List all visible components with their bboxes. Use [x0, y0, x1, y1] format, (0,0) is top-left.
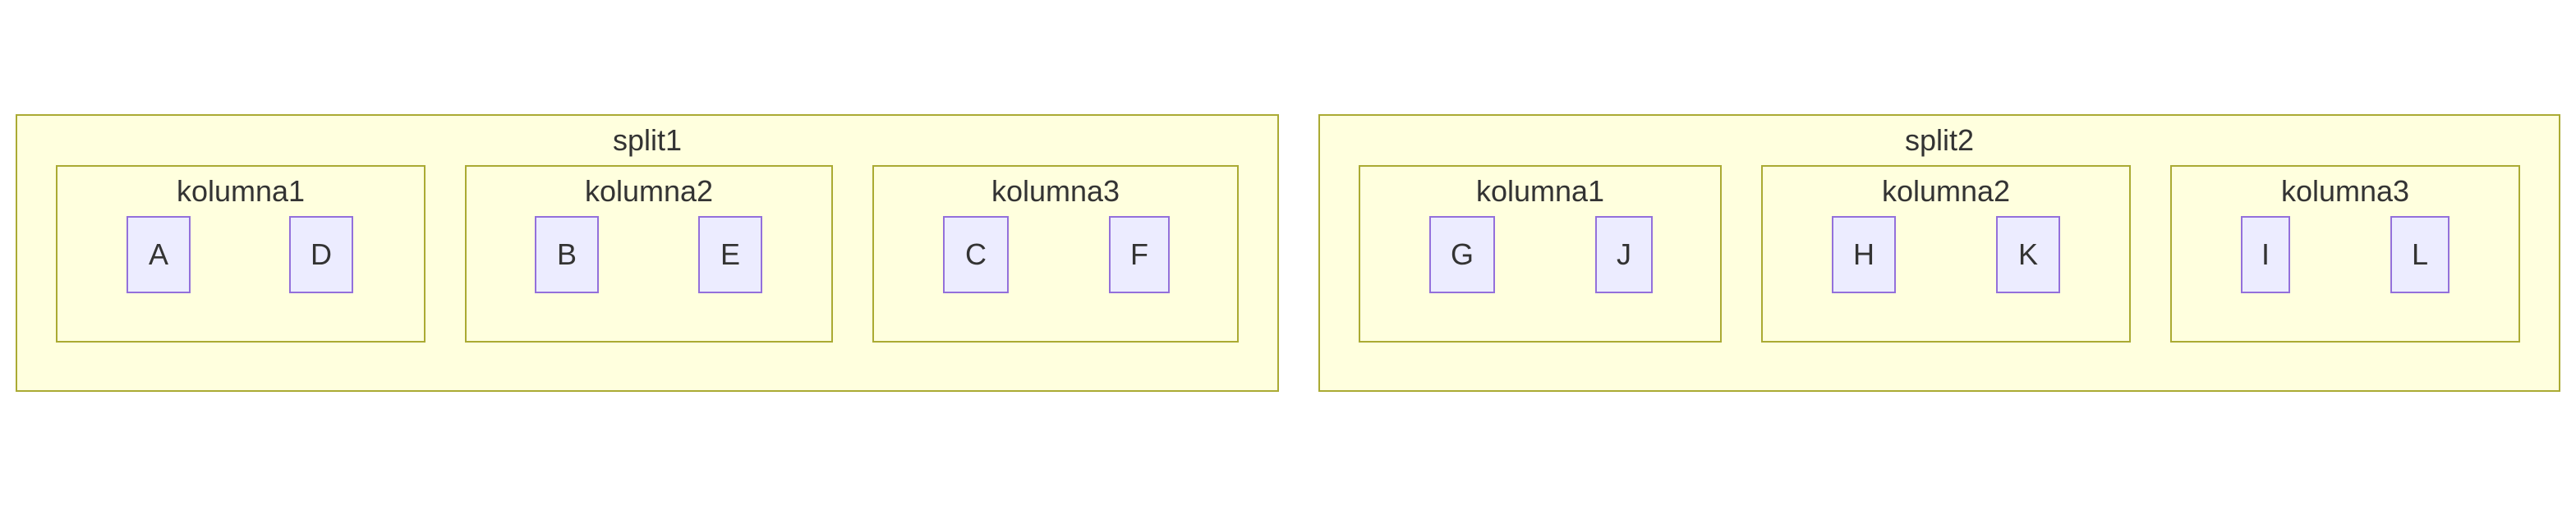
- split1-kolumna3-cluster: kolumna3 C F: [872, 165, 1239, 343]
- node-i[interactable]: I: [2241, 216, 2290, 293]
- split1-kolumna2-cluster: kolumna2 B E: [465, 165, 833, 343]
- node-a[interactable]: A: [126, 216, 191, 293]
- node-l[interactable]: L: [2390, 216, 2450, 293]
- split1-cluster: split1 kolumna1 A D kolumna2 B E kolumna…: [16, 114, 1279, 392]
- split2-kolumna2-cluster: kolumna2 H K: [1761, 165, 2131, 343]
- node-b[interactable]: B: [535, 216, 599, 293]
- split2-kolumna1-cluster: kolumna1 G J: [1359, 165, 1722, 343]
- split2-title: split2: [1904, 123, 1975, 157]
- node-d[interactable]: D: [289, 216, 353, 293]
- node-h[interactable]: H: [1832, 216, 1896, 293]
- split2-kolumna2-title: kolumna2: [1881, 174, 2011, 208]
- split1-kolumna2-title: kolumna2: [584, 174, 714, 208]
- split1-title: split1: [612, 123, 683, 157]
- node-j[interactable]: J: [1595, 216, 1653, 293]
- split2-kolumna3-cluster: kolumna3 I L: [2170, 165, 2520, 343]
- node-c[interactable]: C: [943, 216, 1009, 293]
- split1-kolumna3-title: kolumna3: [991, 174, 1120, 208]
- node-g[interactable]: G: [1429, 216, 1495, 293]
- node-e[interactable]: E: [698, 216, 762, 293]
- node-f[interactable]: F: [1109, 216, 1170, 293]
- split2-kolumna1-title: kolumna1: [1475, 174, 1605, 208]
- split2-kolumna3-title: kolumna3: [2280, 174, 2410, 208]
- split1-kolumna1-cluster: kolumna1 A D: [56, 165, 426, 343]
- split1-kolumna1-title: kolumna1: [176, 174, 306, 208]
- node-k[interactable]: K: [1996, 216, 2060, 293]
- split2-cluster: split2 kolumna1 G J kolumna2 H K kolumna…: [1318, 114, 2560, 392]
